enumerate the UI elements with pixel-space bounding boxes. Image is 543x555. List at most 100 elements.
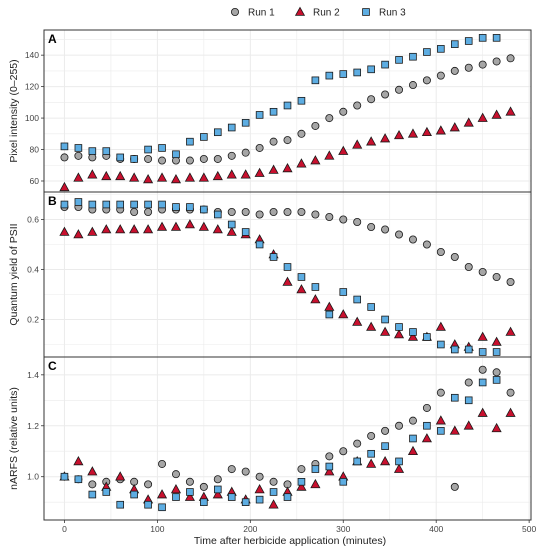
x-tick-label: 200	[243, 524, 257, 534]
panel-a-point-run-1	[353, 101, 362, 110]
panel-b-point-run-2	[352, 316, 363, 326]
panel-a-point-run-1	[506, 54, 515, 63]
legend-item-run-2: Run 2	[294, 6, 340, 19]
panel-a-point-run-3	[283, 101, 292, 110]
panel-a-point-run-3	[450, 40, 459, 48]
panel-c-point-run-3	[437, 427, 445, 435]
panel-a-point-run-1	[464, 63, 473, 72]
panel-c-point-run-1	[339, 447, 348, 456]
legend: Run 1 Run 2 Run 3	[230, 6, 406, 19]
x-axis-title: Time after herbicide application (minute…	[194, 535, 386, 547]
panels: 60 80 100 120 140 A Pixel intensity (0–255) 0.2…	[8, 29, 537, 534]
panel-a-point-run-2	[491, 109, 502, 119]
panel-b-point-run-1	[283, 207, 292, 216]
panel-b-point-run-1	[255, 210, 264, 219]
panel-b-y-axis-title: Quantum yield of PSII	[8, 223, 20, 325]
panel-a-point-run-2	[380, 133, 391, 143]
panel-c-y-axis-title: nARFS (relative units)	[8, 387, 20, 490]
panel-b-point-run-3	[395, 323, 403, 331]
panel-b-point-run-2	[282, 276, 293, 286]
panel-a-point-run-2	[212, 170, 223, 181]
panel-c-point-run-1	[185, 477, 194, 486]
panel-c-point-run-3	[283, 493, 292, 501]
panel-a-point-run-1	[255, 143, 264, 152]
panel-a-point-run-2	[129, 172, 140, 182]
panel-c-point-run-2	[170, 484, 182, 494]
panel-c-point-run-2	[324, 466, 335, 476]
panel-b-point-run-3	[464, 345, 473, 354]
panel-c-point-run-3	[158, 503, 166, 512]
panel-b-point-run-3	[297, 273, 306, 281]
panel-b-point-run-1	[269, 207, 278, 216]
panel-a-point-run-2	[435, 125, 446, 135]
panel-b-point-run-2	[310, 294, 321, 304]
x-axis: 0 100 200 300 400 500	[62, 520, 537, 534]
panel-c-point-run-3	[60, 472, 69, 481]
panel-a-point-run-2	[184, 172, 195, 182]
panel-b-point-run-2	[435, 321, 446, 331]
panel-c-point-run-2	[310, 478, 321, 489]
panel-a-point-run-1	[74, 151, 83, 160]
panel-c-point-run-3	[213, 485, 222, 494]
panel-b-point-run-2	[156, 221, 168, 231]
panel-a-point-run-3	[353, 68, 362, 77]
panel-a-point-run-3	[339, 70, 348, 78]
panel-a-point-run-1	[241, 148, 250, 157]
panel-c-point-run-3	[409, 434, 417, 443]
panel-c-point-run-2	[268, 499, 279, 509]
panel-b-point-run-2	[170, 221, 182, 231]
panel-a-point-run-3	[395, 56, 403, 64]
panel-a-point-run-3	[367, 65, 375, 74]
panel-a-point-run-2	[393, 129, 405, 140]
panel-c-point-run-3	[172, 493, 180, 501]
panel-a-point-run-1	[339, 107, 348, 116]
panel-b-ytick-label: 0.2	[27, 315, 39, 325]
x-tick-label: 400	[429, 524, 443, 534]
panel-a-point-run-3	[60, 142, 69, 151]
panel-a-point-run-1	[408, 81, 417, 90]
panel-b-point-run-3	[227, 220, 236, 229]
panel-a-point-run-2	[477, 112, 488, 122]
panel-a-point-run-3	[311, 76, 320, 85]
panel-b-point-run-2	[393, 329, 405, 339]
panel-a-point-run-3	[88, 147, 97, 155]
panel-a-point-run-3	[130, 155, 138, 163]
panel-b-point-run-2	[101, 224, 112, 234]
panel-b-point-run-2	[115, 224, 126, 234]
panel-a-point-run-2	[296, 158, 307, 168]
panel-a-ytick-label: 80	[30, 145, 40, 155]
panel-b-point-run-3	[409, 328, 417, 336]
panel-b-point-run-3	[186, 203, 194, 211]
panel-b-point-run-3	[172, 203, 180, 211]
panel-a-point-run-2	[338, 145, 349, 155]
panel-b-point-run-2	[477, 331, 488, 341]
panel-a-point-run-3	[144, 145, 152, 154]
panel-c-point-run-3	[395, 457, 403, 466]
panel-c-point-run-1	[422, 403, 431, 412]
panel-a: 60 80 100 120 140 A Pixel intensity (0–255)	[8, 29, 532, 193]
panel-c-point-run-1	[255, 472, 264, 481]
panel-c-point-run-3	[186, 488, 194, 496]
panel-b-point-run-1	[422, 240, 431, 249]
panel-c-point-run-3	[464, 396, 473, 405]
panel-a-point-run-2	[268, 164, 279, 174]
panel-a-point-run-2	[59, 181, 70, 192]
panel-c-ytick-label: 1.2	[27, 421, 39, 431]
panel-a-series-run-2	[59, 106, 516, 192]
panel-c-point-run-1	[478, 365, 487, 374]
panel-b: 0.2 0.4 0.6 B Quantum yield of PSII	[8, 191, 532, 358]
panel-a-point-run-2	[101, 170, 112, 181]
panel-b-point-run-2	[59, 226, 70, 236]
panel-a-point-run-1	[158, 156, 167, 165]
panel-b-point-run-1	[297, 207, 306, 216]
panel-c-point-run-2	[212, 489, 223, 499]
panel-a-ytick-label: 120	[25, 82, 39, 92]
panel-c-point-run-3	[492, 376, 501, 384]
panel-b-point-run-3	[353, 295, 362, 304]
panel-a-point-run-3	[492, 34, 501, 42]
panel-a-point-run-3	[409, 52, 417, 61]
panel-b-point-run-3	[255, 240, 264, 249]
panel-a-point-run-1	[395, 85, 404, 94]
panel-a-point-run-2	[198, 172, 209, 182]
panel-b-point-run-3	[158, 200, 166, 209]
